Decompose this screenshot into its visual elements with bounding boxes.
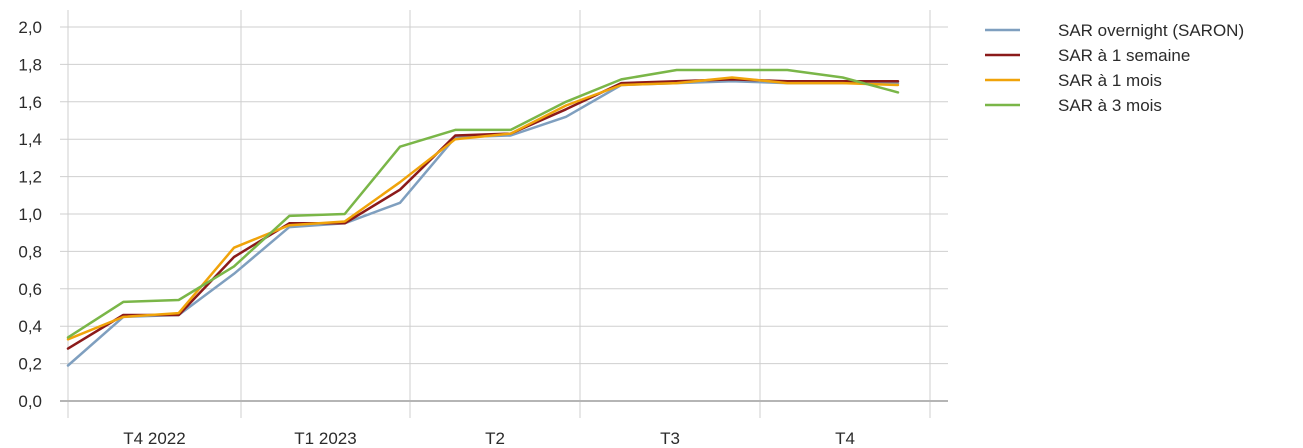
y-tick-label: 2,0 [18,18,42,37]
y-tick-label: 1,4 [18,130,42,149]
y-tick-label: 0,6 [18,280,42,299]
y-tick-label: 0,4 [18,317,42,336]
chart-grid [60,10,948,418]
y-tick-label: 0,8 [18,242,42,261]
y-tick-label: 1,6 [18,93,42,112]
legend-label: SAR à 1 semaine [1058,46,1190,65]
legend-label: SAR à 3 mois [1058,96,1162,115]
series-line-1 [66,79,900,367]
x-tick-label: T2 [485,429,505,448]
y-tick-label: 0,2 [18,355,42,374]
x-tick-label: T4 2022 [123,429,185,448]
x-tick-label: T1 2023 [294,429,356,448]
y-tick-label: 1,8 [18,55,42,74]
y-tick-label: 1,2 [18,168,42,187]
x-tick-label: T3 [660,429,680,448]
y-tick-label: 0,0 [18,392,42,411]
legend-label: SAR overnight (SARON) [1058,21,1244,40]
chart-series [66,68,900,367]
x-axis: T4 2022 T1 2023 T2 T3 T4 [60,400,948,448]
chart-legend: SAR overnight (SARON) SAR à 1 semaine SAR … [985,21,1244,115]
y-tick-label: 1,0 [18,205,42,224]
series-line-3 [66,76,900,341]
y-axis: 0,0 0,2 0,4 0,6 0,8 1,0 1,2 1,4 1,6 1,8 2,0 [18,18,42,411]
x-tick-label: T4 [835,429,855,448]
legend-label: SAR à 1 mois [1058,71,1162,90]
series-line-4 [66,68,900,339]
